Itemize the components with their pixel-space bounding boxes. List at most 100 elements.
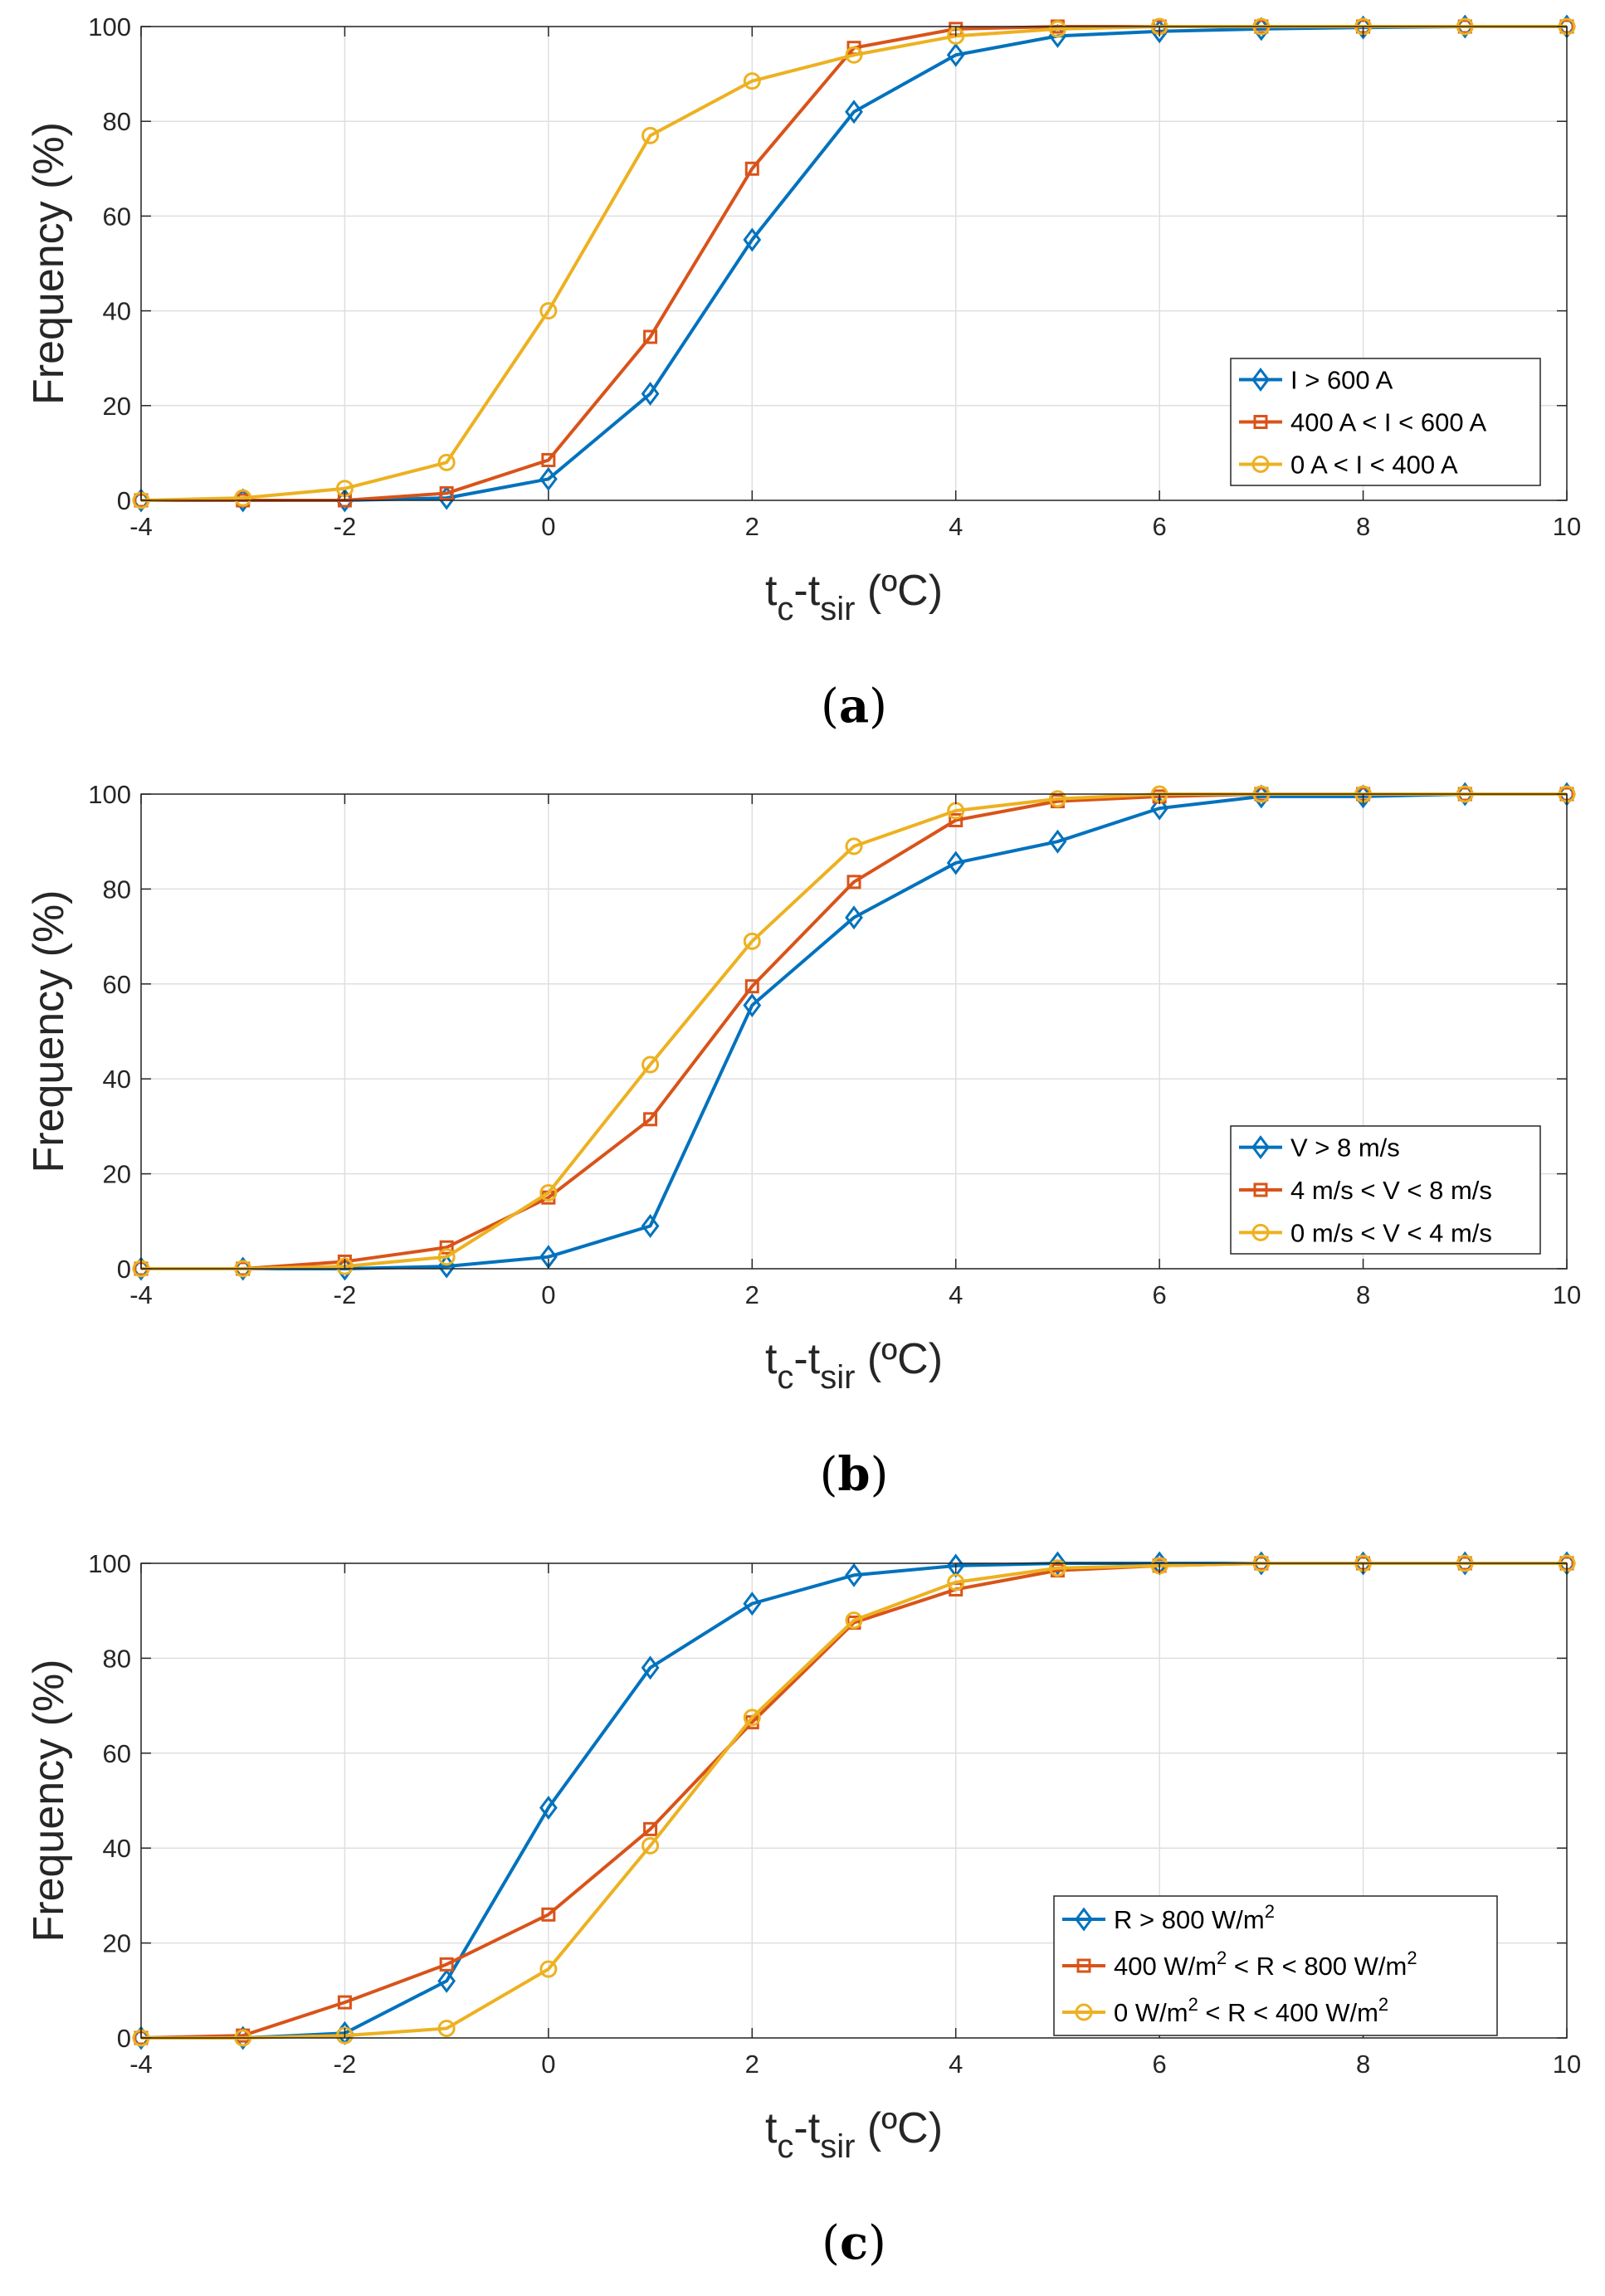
y-tick-label: 60 — [103, 970, 131, 999]
data-point — [437, 453, 456, 471]
y-tick-label: 20 — [103, 1929, 131, 1958]
legend: V > 8 m/s 4 m/s < V < 8 m/s 0 m/s < V < 4 … — [1230, 1125, 1541, 1255]
data-point — [1048, 20, 1066, 38]
legend-box — [1230, 1125, 1541, 1255]
y-tick-label: 100 — [88, 12, 131, 41]
x-axis-label-part: sir — [820, 1359, 855, 1396]
data-point — [744, 161, 759, 176]
data-point — [643, 329, 658, 344]
x-axis-label-part: c — [777, 2128, 793, 2165]
legend-entry: 0 A < I < 400 A — [1290, 451, 1458, 480]
data-point — [947, 1573, 965, 1592]
x-tick-label: -4 — [129, 1280, 153, 1309]
data-point — [1150, 796, 1169, 821]
legend-text-part: I > 600 A — [1290, 366, 1393, 395]
x-tick-label: -2 — [334, 1280, 357, 1309]
data-point — [743, 72, 761, 90]
data-point — [641, 382, 660, 407]
legend-marker — [1251, 1223, 1270, 1241]
legend-marker — [1251, 1135, 1270, 1160]
panel-label: (c) — [822, 2216, 886, 2270]
panel-label: (a) — [821, 679, 887, 734]
legend-text-part: 0 A < I < 400 A — [1290, 451, 1458, 480]
y-tick-label: 40 — [103, 1834, 131, 1863]
x-axis-label-part: (ºC) — [855, 2104, 943, 2152]
x-tick-label: 10 — [1553, 512, 1581, 541]
data-point — [539, 466, 558, 491]
x-axis-label-part: t — [765, 2104, 778, 2152]
legend: I > 600 A 400 A < I < 600 A 0 A < I < 400 … — [1230, 358, 1541, 486]
panel-label-part: ) — [869, 680, 887, 734]
legend-marker — [1251, 368, 1270, 392]
legend-entry: 400 W/m2 < R < 800 W/m2 — [1114, 1947, 1417, 1981]
data-point — [744, 979, 759, 994]
x-axis-label-part: c — [777, 591, 793, 627]
data-point — [439, 485, 454, 500]
series-line — [141, 792, 1567, 1270]
x-tick-label: 6 — [1153, 1280, 1167, 1309]
data-point — [539, 302, 558, 320]
data-point — [642, 126, 660, 144]
legend-marker — [1075, 2003, 1093, 2021]
x-tick-label: 10 — [1553, 2050, 1581, 2079]
x-axis-label: tc-tsir (ºC) — [765, 2104, 943, 2165]
y-tick-label: 100 — [88, 780, 131, 809]
x-axis-label-part: (ºC) — [855, 567, 943, 615]
data-point — [949, 812, 963, 827]
legend-superscript: 2 — [1265, 1901, 1275, 1922]
data-point — [643, 1821, 658, 1836]
data-point — [541, 452, 556, 467]
data-point — [437, 2020, 456, 2038]
x-tick-label: -4 — [129, 512, 153, 541]
legend-entry: 4 m/s < V < 8 m/s — [1290, 1176, 1492, 1205]
y-tick-label: 0 — [117, 1255, 131, 1284]
data-point — [643, 1112, 658, 1127]
x-tick-label: 4 — [949, 2050, 963, 2079]
x-axis-label-part: c — [777, 1359, 793, 1396]
y-tick-label: 20 — [103, 392, 131, 421]
panel-label: (b) — [820, 1447, 889, 1502]
data-point — [234, 489, 252, 507]
x-axis-label-part: -t — [793, 1335, 820, 1383]
data-point — [437, 1248, 456, 1266]
legend-superscript: 2 — [1188, 1994, 1198, 2015]
data-point — [845, 1611, 863, 1630]
x-axis-label: tc-tsir (ºC) — [765, 1335, 943, 1396]
x-tick-label: 4 — [949, 1280, 963, 1309]
x-tick-label: -2 — [334, 512, 357, 541]
y-tick-label: 40 — [103, 1065, 131, 1094]
x-tick-label: 0 — [541, 1280, 555, 1309]
legend-text-part: V > 8 m/s — [1290, 1133, 1400, 1163]
data-point — [337, 1995, 352, 2010]
legend-text-part: R > 800 W/m — [1114, 1905, 1265, 1934]
data-point — [743, 1709, 761, 1727]
data-point — [846, 875, 861, 890]
legend-entry: 400 A < I < 600 A — [1290, 408, 1486, 437]
y-tick-label: 80 — [103, 107, 131, 136]
x-axis-label-part: sir — [820, 2128, 855, 2165]
data-point — [641, 1214, 660, 1239]
data-point — [845, 837, 863, 856]
x-tick-label: 10 — [1553, 1280, 1581, 1309]
x-tick-label: 0 — [541, 2050, 555, 2079]
y-tick-label: 20 — [103, 1160, 131, 1189]
data-point — [845, 100, 863, 124]
y-axis-label: Frequency (%) — [25, 1660, 73, 1943]
legend-marker — [1253, 415, 1268, 429]
y-tick-label: 0 — [117, 2024, 131, 2053]
axes-box — [140, 1562, 1568, 2039]
legend-box — [1053, 1895, 1498, 2036]
legend-superscript: 2 — [1378, 1994, 1388, 2015]
data-point — [845, 46, 863, 64]
legend-text-part: < R < 400 W/m — [1198, 1998, 1378, 2027]
data-point — [946, 851, 965, 875]
x-axis-label-part: t — [765, 1335, 778, 1383]
data-point — [1048, 829, 1067, 854]
legend-text-part: 0 m/s < V < 4 m/s — [1290, 1218, 1492, 1247]
data-point — [743, 993, 762, 1018]
legend-marker — [1075, 1907, 1093, 1932]
